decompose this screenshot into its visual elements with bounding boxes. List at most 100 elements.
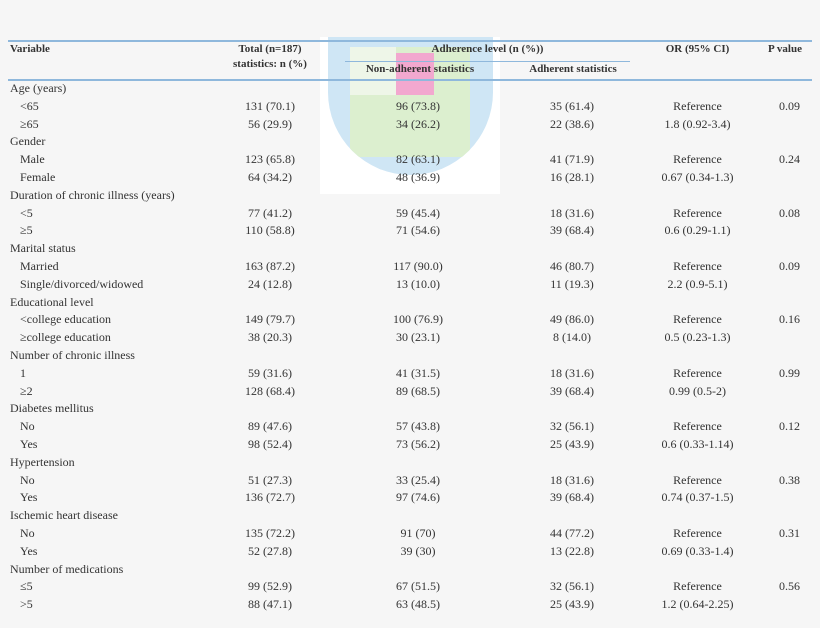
cell-label: Married	[20, 259, 59, 273]
cell-or: Reference	[673, 579, 722, 594]
group-header-row: Number of chronic illness	[0, 348, 820, 366]
cell-non: 34 (26.2)	[396, 116, 440, 131]
table-row: >5 88 (47.1) 63 (48.5) 25 (43.9) 1.2 (0.64-2…	[0, 597, 820, 615]
cell-non: 30 (23.1)	[396, 330, 440, 345]
group-header-row: Marital status	[0, 241, 820, 259]
cell-total: 149 (79.7)	[245, 312, 295, 327]
cell-label: Age (years)	[10, 81, 67, 95]
table-row: ≤5 99 (52.9) 67 (51.5) 32 (56.1) Reference 0.…	[0, 579, 820, 597]
cell-non: 97 (74.6)	[396, 490, 440, 505]
header-p-value: P value	[768, 43, 802, 55]
cell-non: 91 (70)	[400, 526, 436, 540]
header-or: OR (95% CI)	[665, 43, 730, 55]
cell-or: 0.74 (0.37-1.5)	[661, 490, 734, 505]
table-row: 1 59 (31.6) 41 (31.5) 18 (31.6) Reference 0.9…	[0, 366, 820, 384]
cell-label: Marital status	[10, 241, 76, 256]
cell-non: 100 (76.9)	[393, 312, 443, 327]
cell-non: 57 (43.8)	[396, 419, 440, 434]
cell-or: Reference	[673, 472, 722, 487]
cell-label: Educational level	[10, 294, 94, 309]
cell-total: 136 (72.7)	[245, 490, 295, 505]
cell-label: No	[20, 472, 35, 487]
table-row: Yes 98 (52.4) 73 (56.2) 25 (43.9) 0.6 (0.33-…	[0, 437, 820, 455]
cell-non: 73 (56.2)	[396, 437, 440, 451]
cell-or: Reference	[673, 152, 722, 167]
cell-or: 0.6 (0.33-1.14)	[661, 437, 734, 451]
cell-total: 24 (12.8)	[248, 276, 292, 291]
cell-non: 71 (54.6)	[396, 223, 440, 238]
cell-label: Diabetes mellitus	[10, 401, 94, 416]
cell-label: Yes	[20, 490, 38, 505]
table-row: Yes 52 (27.8) 39 (30) 13 (22.8) 0.69 (0.33-1…	[0, 544, 820, 562]
cell-label: No	[20, 419, 35, 434]
cell-p: 0.56	[779, 579, 800, 594]
table-row: Married 163 (87.2) 117 (90.0) 46 (80.7) Refe…	[0, 259, 820, 277]
cell-label: <college education	[20, 312, 112, 327]
cell-non: 33 (25.4)	[396, 472, 440, 487]
table-row: <5 77 (41.2) 59 (45.4) 18 (31.6) Reference 0.…	[0, 206, 820, 224]
cell-adh: 41 (71.9)	[550, 152, 594, 167]
table-row: Female 64 (34.2) 48 (36.9) 16 (28.1) 0.67 (0…	[0, 170, 820, 188]
header-adherence: Adherence level (n (%))	[431, 43, 544, 55]
cell-adh: 16 (28.1)	[550, 170, 594, 184]
cell-non: 41 (31.5)	[396, 365, 440, 380]
cell-p: 0.16	[779, 312, 800, 327]
cell-adh: 18 (31.6)	[550, 205, 594, 220]
table-row: ≥college education 38 (20.3) 30 (23.1) 8 (1…	[0, 330, 820, 348]
cell-adh: 35 (61.4)	[550, 98, 594, 113]
cell-total: 128 (68.4)	[245, 383, 295, 398]
group-header-row: Diabetes mellitus	[0, 401, 820, 419]
cell-p: 0.08	[779, 205, 800, 220]
cell-p: 0.38	[779, 472, 800, 487]
cell-adh: 25 (43.9)	[550, 597, 594, 612]
table-row: <college education 149 (79.7) 100 (76.9) 49…	[0, 312, 820, 330]
cell-p: 0.09	[779, 259, 800, 273]
cell-or: 0.6 (0.29-1.1)	[664, 223, 731, 238]
cell-or: 2.2 (0.9-5.1)	[667, 276, 728, 291]
cell-label: Duration of chronic illness (years)	[10, 187, 175, 202]
cell-non: 13 (10.0)	[396, 276, 440, 291]
cell-p: 0.12	[779, 419, 800, 434]
cell-or: 0.5 (0.23-1.3)	[664, 330, 731, 345]
cell-total: 59 (31.6)	[248, 365, 292, 380]
cell-adh: 22 (38.6)	[550, 116, 594, 131]
group-header-row: Ischemic heart disease	[0, 508, 820, 526]
cell-label: Yes	[20, 543, 38, 558]
cell-adh: 39 (68.4)	[550, 223, 594, 238]
cell-total: 135 (72.2)	[245, 526, 295, 540]
cell-label: ≥2	[20, 383, 33, 398]
table-row: Male 123 (65.8) 82 (63.1) 41 (71.9) Referenc…	[0, 152, 820, 170]
cell-label: Hypertension	[10, 454, 75, 469]
cell-non: 67 (51.5)	[396, 579, 440, 594]
cell-adh: 25 (43.9)	[550, 437, 594, 451]
table-row: No 89 (47.6) 57 (43.8) 32 (56.1) Reference 0.…	[0, 419, 820, 437]
cell-or: Reference	[673, 419, 722, 434]
cell-p: 0.09	[779, 98, 800, 113]
cell-or: Reference	[673, 312, 722, 327]
cell-total: 77 (41.2)	[248, 205, 292, 220]
cell-non: 96 (73.8)	[396, 98, 440, 113]
cell-or: Reference	[673, 205, 722, 220]
cell-non: 117 (90.0)	[393, 259, 443, 273]
cell-total: 56 (29.9)	[248, 116, 292, 131]
group-header-row: Hypertension	[0, 455, 820, 473]
cell-total: 163 (87.2)	[245, 259, 295, 273]
cell-adh: 18 (31.6)	[550, 365, 594, 380]
cell-non: 89 (68.5)	[396, 383, 440, 398]
cell-or: 0.67 (0.34-1.3)	[661, 170, 734, 184]
table-row: Yes 136 (72.7) 97 (74.6) 39 (68.4) 0.74 (0.3…	[0, 490, 820, 508]
group-header-row: Educational level	[0, 295, 820, 313]
cell-non: 63 (48.5)	[396, 597, 440, 612]
cell-label: No	[20, 526, 35, 540]
cell-adh: 32 (56.1)	[550, 579, 594, 594]
cell-or: 1.8 (0.92-3.4)	[664, 116, 731, 131]
cell-adh: 44 (77.2)	[550, 526, 594, 540]
header-total: Total (n=187) statistics: n (%)	[233, 43, 307, 70]
table-row: No 135 (72.2) 91 (70) 44 (77.2) Reference 0.3…	[0, 526, 820, 544]
cell-label: ≥65	[20, 116, 39, 131]
table-row: ≥5 110 (58.8) 71 (54.6) 39 (68.4) 0.6 (0.29-…	[0, 223, 820, 241]
cell-adh: 11 (19.3)	[550, 276, 594, 291]
table-row: <65 131 (70.1) 96 (73.8) 35 (61.4) Reference…	[0, 99, 820, 117]
cell-or: 0.99 (0.5-2)	[669, 383, 726, 398]
watermark-logo	[320, 37, 500, 194]
